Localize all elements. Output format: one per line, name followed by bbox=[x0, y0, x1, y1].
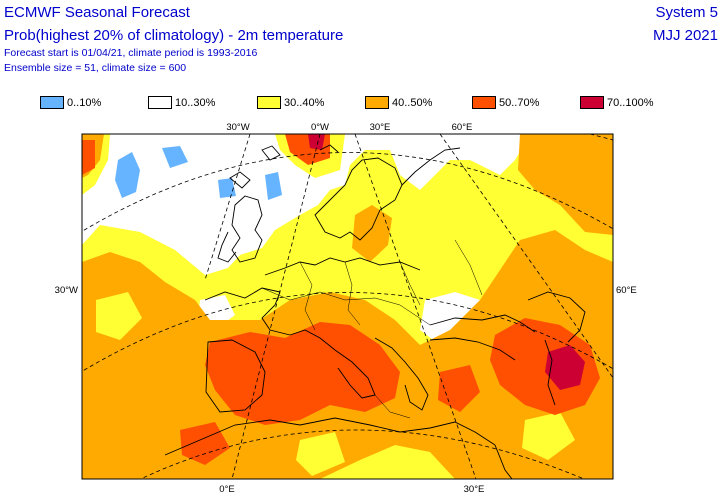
map-frame bbox=[81, 133, 614, 480]
probability-field-70-100 bbox=[308, 134, 325, 150]
probability-field-50-70 bbox=[205, 322, 400, 425]
lon-label-bottom-30e: 30°E bbox=[464, 484, 485, 495]
system-label: System 5 bbox=[655, 4, 718, 21]
legend-label: 10..30% bbox=[175, 97, 216, 109]
probability-field-40-50 bbox=[518, 134, 613, 235]
period-label: MJJ 2021 bbox=[652, 27, 718, 44]
probability-field-0-10 bbox=[265, 172, 282, 200]
probability-field-0-10 bbox=[218, 178, 236, 198]
graticule bbox=[82, 134, 613, 479]
lon-label-top-30w: 30°W bbox=[226, 122, 249, 133]
legend-swatch bbox=[257, 96, 281, 109]
lon-label-top-30e: 30°E bbox=[370, 122, 391, 133]
lat-label-left: 30°W bbox=[55, 285, 78, 296]
lon-label-top-60e: 60°E bbox=[452, 122, 473, 133]
probability-field-50-70 bbox=[490, 318, 600, 415]
probability-field-10-30 bbox=[420, 292, 480, 345]
probability-field-30-40 bbox=[96, 292, 142, 340]
probability-field-0-10 bbox=[162, 146, 188, 168]
legend-swatch bbox=[365, 96, 389, 109]
country-borders bbox=[261, 239, 483, 419]
coastlines bbox=[164, 144, 586, 479]
forecast-info: Forecast start is 01/04/21, climate peri… bbox=[4, 47, 258, 59]
probability-field-30-40 bbox=[296, 432, 345, 476]
legend-label: 0..10% bbox=[67, 97, 102, 109]
lat-label-right: 60°E bbox=[616, 285, 637, 296]
legend-swatch bbox=[148, 96, 172, 109]
lon-label-top-0w: 0°W bbox=[311, 122, 329, 133]
ensemble-info: Ensemble size = 51, climate size = 600 bbox=[4, 62, 187, 74]
chart-subtitle: Prob(highest 20% of climatology) - 2m te… bbox=[4, 27, 344, 44]
chart-title: ECMWF Seasonal Forecast bbox=[4, 4, 190, 21]
map-area bbox=[82, 134, 613, 479]
probability-field-0-10 bbox=[115, 152, 140, 198]
probability-field-50-70 bbox=[82, 140, 95, 175]
lon-label-bottom-0e: 0°E bbox=[219, 484, 234, 495]
probability-field-30-40 bbox=[522, 412, 575, 460]
legend-swatch bbox=[40, 96, 64, 109]
legend-label: 70..100% bbox=[607, 97, 654, 109]
probability-field-40-50 bbox=[352, 205, 392, 262]
legend-label: 50..70% bbox=[499, 97, 540, 109]
legend-label: 30..40% bbox=[284, 97, 325, 109]
legend-swatch bbox=[472, 96, 496, 109]
legend-swatch bbox=[580, 96, 604, 109]
probability-field-70-100 bbox=[545, 345, 585, 390]
legend-label: 40..50% bbox=[392, 97, 433, 109]
